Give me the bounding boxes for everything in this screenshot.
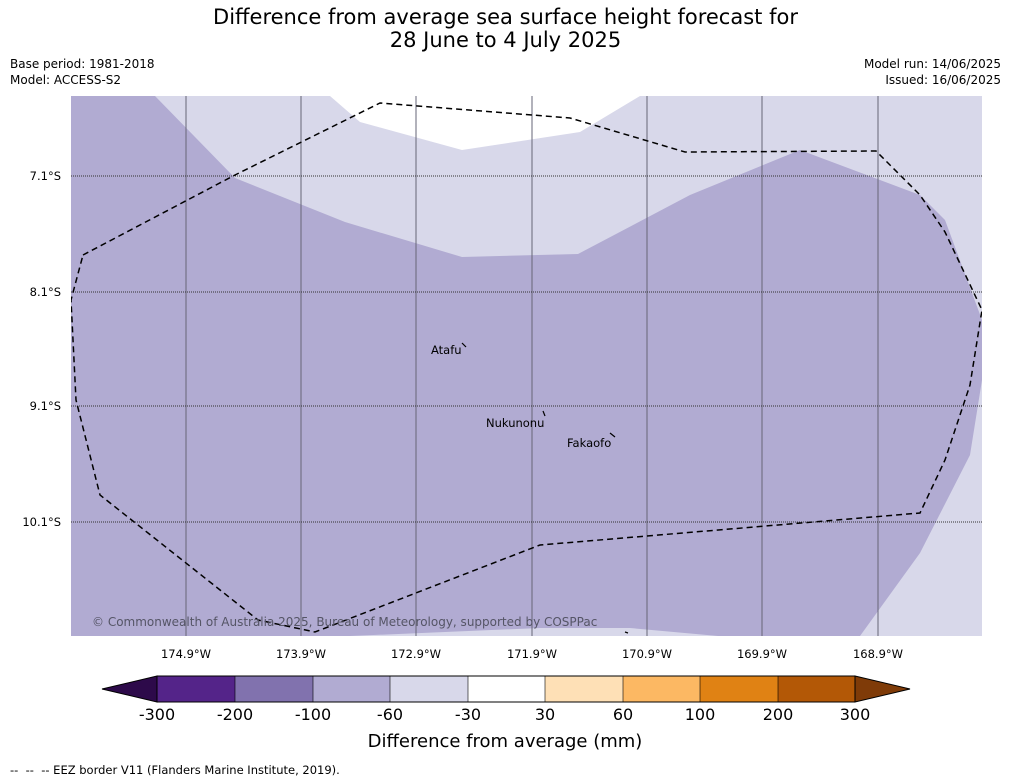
colorbar-tick: -200 bbox=[217, 705, 253, 724]
lat-label: 8.1°S bbox=[30, 285, 61, 299]
colorbar-tick: -100 bbox=[295, 705, 331, 724]
colorbar: -300 -200 -100 -60 -30 30 60 100 200 300… bbox=[101, 675, 911, 752]
copyright-text: © Commonwealth of Australia 2025, Bureau… bbox=[92, 615, 597, 629]
colorbar-tick: 60 bbox=[613, 705, 633, 724]
band-near-zero bbox=[330, 96, 640, 150]
lon-label: 172.9°W bbox=[391, 647, 441, 661]
eez-border bbox=[71, 102, 982, 633]
colorbar-tick: 30 bbox=[535, 705, 555, 724]
lon-label: 168.9°W bbox=[853, 647, 903, 661]
longitude-labels: 174.9°W 173.9°W 172.9°W 171.9°W 170.9°W … bbox=[161, 647, 903, 661]
nukunonu-marker bbox=[542, 410, 546, 417]
model-name: Model: ACCESS-S2 bbox=[10, 73, 122, 87]
colorbar-tick: -60 bbox=[377, 705, 403, 724]
colorbar-bin bbox=[157, 676, 235, 702]
lon-label: 174.9°W bbox=[161, 647, 211, 661]
colorbar-bin bbox=[313, 676, 390, 702]
title-line-1: Difference from average sea surface heig… bbox=[213, 5, 798, 29]
colorbar-bin bbox=[700, 676, 778, 702]
colorbar-bin bbox=[778, 676, 855, 702]
colorbar-bin bbox=[545, 676, 623, 702]
latitude-labels: 7.1°S 8.1°S 9.1°S 10.1°S bbox=[22, 169, 61, 529]
colorbar-min-extension bbox=[101, 675, 158, 703]
colorbar-max-extension bbox=[854, 675, 911, 703]
band-minus100-minus60 bbox=[71, 96, 982, 636]
colorbar-label: Difference from average (mm) bbox=[368, 731, 643, 752]
base-period: Base period: 1981-2018 bbox=[10, 57, 155, 71]
place-fakaofo: Fakaofo bbox=[567, 436, 611, 450]
colorbar-bin bbox=[623, 676, 700, 702]
colorbar-tick: 200 bbox=[763, 705, 794, 724]
lat-label: 9.1°S bbox=[30, 399, 61, 413]
fakaofo-marker bbox=[609, 432, 616, 438]
map-panel: Atafu Nukunonu Fakaofo © Commonwealth of… bbox=[71, 96, 982, 636]
lon-label: 173.9°W bbox=[276, 647, 326, 661]
colorbar-bin bbox=[235, 676, 313, 702]
colorbar-bin bbox=[390, 676, 468, 702]
colorbar-bin bbox=[468, 676, 545, 702]
map-title: Difference from average sea surface heig… bbox=[0, 6, 1011, 52]
issued-date: Issued: 16/06/2025 bbox=[885, 73, 1001, 87]
title-line-2: 28 June to 4 July 2025 bbox=[389, 28, 622, 52]
colorbar-tick: -300 bbox=[139, 705, 175, 724]
atafu-marker bbox=[461, 342, 467, 348]
small-island-marker bbox=[624, 631, 629, 634]
run-info: Model run: 14/06/2025 Issued: 16/06/2025 bbox=[864, 56, 1001, 88]
colorbar-tick: 100 bbox=[685, 705, 716, 724]
model-run: Model run: 14/06/2025 bbox=[863, 57, 1001, 71]
eez-legend: -- -- -- EEZ border V11 (Flanders Marine… bbox=[10, 763, 340, 777]
lon-label: 169.9°W bbox=[737, 647, 787, 661]
lon-label: 171.9°W bbox=[507, 647, 557, 661]
lat-label: 10.1°S bbox=[22, 515, 61, 529]
lon-label: 170.9°W bbox=[622, 647, 672, 661]
meridian-lines bbox=[185, 96, 879, 636]
lat-label: 7.1°S bbox=[30, 169, 61, 183]
colorbar-tick: -30 bbox=[455, 705, 481, 724]
colorbar-tick: 300 bbox=[840, 705, 871, 724]
model-info: Base period: 1981-2018 Model: ACCESS-S2 bbox=[10, 56, 155, 88]
place-atafu: Atafu bbox=[431, 343, 462, 357]
colorbar-frame bbox=[156, 675, 856, 703]
place-nukunonu: Nukunonu bbox=[486, 416, 544, 430]
